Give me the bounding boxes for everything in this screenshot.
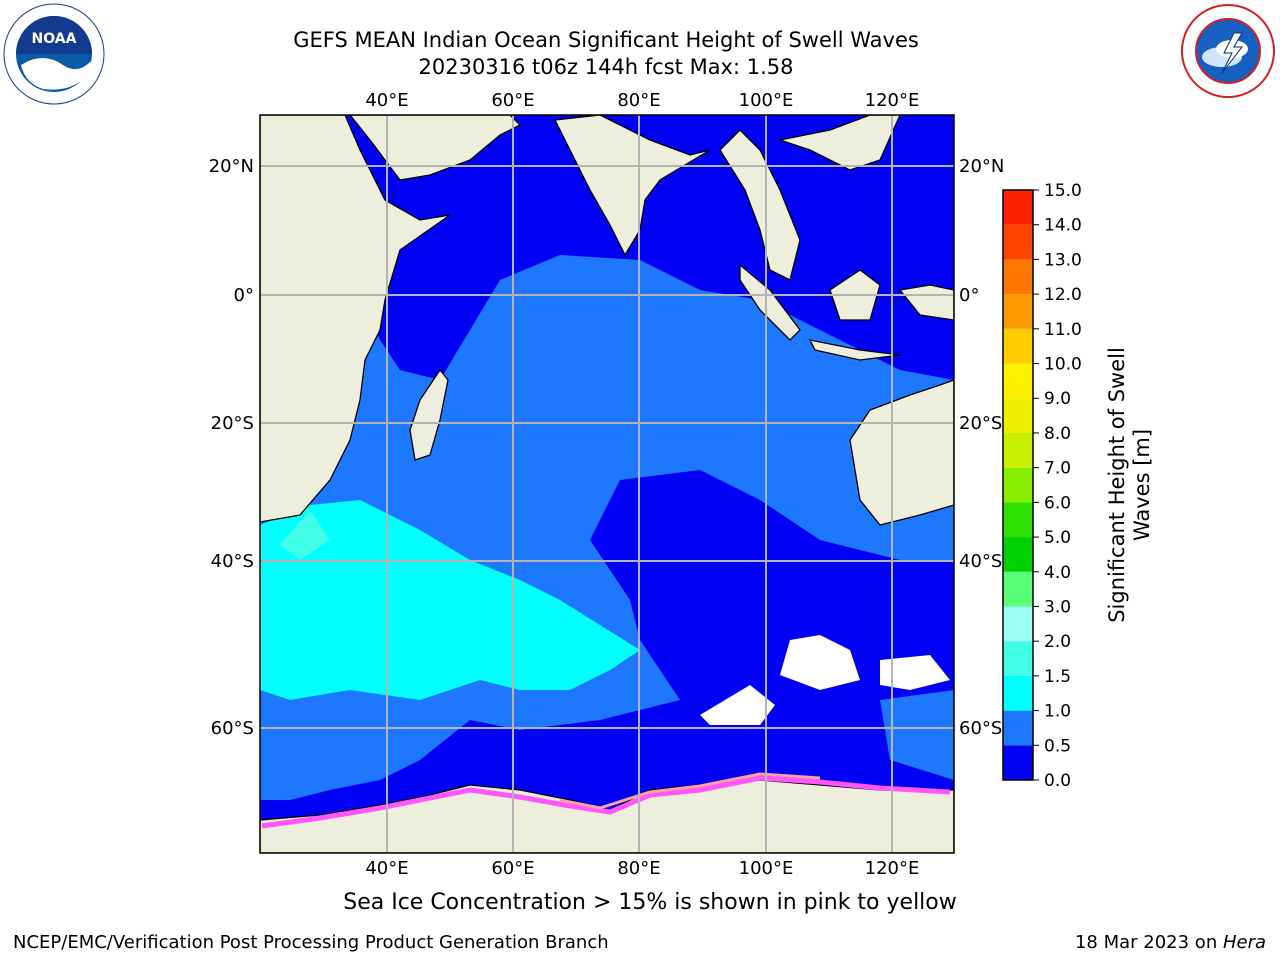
footer-host: Hera — [1222, 932, 1266, 953]
lon-tick-label-top: 100°E — [739, 90, 794, 111]
lon-tick-label-top: 120°E — [865, 90, 920, 111]
graticule — [260, 115, 954, 853]
colorbar-swatch — [1003, 432, 1033, 468]
footer-date-text: 18 Mar 2023 on — [1074, 932, 1223, 953]
lat-tick-label-right: 20°N — [959, 156, 1004, 177]
colorbar-swatch — [1003, 502, 1033, 538]
colorbar-tick-label: 2.0 — [1044, 632, 1071, 652]
colorbar-swatch — [1003, 571, 1033, 607]
colorbar-swatch — [1003, 467, 1033, 503]
colorbar-tick-label: 5.0 — [1044, 528, 1071, 548]
colorbar-tick-label: 0.5 — [1044, 736, 1071, 756]
low-swell-north — [260, 115, 954, 380]
footer-credit: NCEP/EMC/Verification Post Processing Pr… — [13, 932, 609, 953]
colorbar-tick-label: 1.5 — [1044, 667, 1071, 687]
colorbar-swatch — [1003, 675, 1033, 711]
colorbar-tick-label: 3.0 — [1044, 597, 1071, 617]
lon-tick-label-bottom: 60°E — [491, 858, 534, 879]
colorbar-swatch — [1003, 294, 1033, 329]
colorbar-swatch — [1003, 190, 1033, 225]
lat-tick-label-left: 20°N — [209, 156, 254, 177]
lat-tick-label-left: 40°S — [211, 551, 254, 572]
colorbar-tick-label: 12.0 — [1044, 285, 1082, 305]
nws-logo — [1181, 4, 1275, 98]
colorbar-swatch — [1003, 398, 1033, 433]
lon-tick-label-bottom: 100°E — [739, 858, 794, 879]
colorbar-swatch — [1003, 328, 1033, 364]
colorbar-swatch — [1003, 363, 1033, 399]
lat-tick-label-left: 60°S — [211, 718, 254, 739]
colorbar-swatch — [1003, 641, 1033, 676]
colorbar-swatch — [1003, 745, 1033, 780]
colorbar-swatch — [1003, 224, 1033, 260]
lat-tick-label-right: 0° — [959, 285, 979, 306]
chart-subtitle: 20230316 t06z 144h fcst Max: 1.58 — [418, 55, 794, 79]
lon-tick-label-top: 80°E — [617, 90, 660, 111]
low-swell-south — [260, 380, 954, 853]
colorbar-swatch — [1003, 537, 1033, 572]
colorbar-tick-label: 9.0 — [1044, 389, 1071, 409]
colorbar-tick-label: 7.0 — [1044, 459, 1071, 479]
colorbar-label: Significant Height of Swell Waves [m] — [1105, 347, 1155, 623]
lat-tick-label-right: 20°S — [959, 413, 1002, 434]
colorbar-tick-label: 8.0 — [1044, 424, 1071, 444]
sea-ice-edge — [261, 775, 951, 829]
lat-tick-label-left: 20°S — [211, 413, 254, 434]
lon-tick-label-bottom: 120°E — [865, 858, 920, 879]
colorbar-tick-label: 15.0 — [1044, 181, 1082, 201]
colorbar-tick-label: 0.0 — [1044, 771, 1071, 791]
colorbar-frame — [1002, 189, 1034, 781]
colorbar-label-line1: Significant Height of Swell — [1105, 347, 1129, 623]
colorbar-tick-label: 14.0 — [1044, 216, 1082, 236]
colorbar-tick-label: 11.0 — [1044, 320, 1082, 340]
colorbar-swatch — [1003, 259, 1033, 295]
lat-tick-label-right: 60°S — [959, 718, 1002, 739]
lat-tick-label-right: 40°S — [959, 551, 1002, 572]
chart-title: GEFS MEAN Indian Ocean Significant Heigh… — [293, 28, 919, 52]
colorbar-tick-label: 1.0 — [1044, 702, 1071, 722]
higher-swell-southwest — [260, 500, 640, 700]
lat-tick-label-left: 0° — [234, 285, 254, 306]
colorbar-swatch — [1003, 710, 1033, 746]
sea-ice-note: Sea Ice Concentration > 15% is shown in … — [343, 890, 957, 915]
footer-date: 18 Mar 2023 on Hera — [1075, 932, 1266, 953]
noaa-logo: NOAA — [3, 3, 105, 105]
lon-tick-label-bottom: 80°E — [617, 858, 660, 879]
lon-tick-label-bottom: 40°E — [365, 858, 408, 879]
lon-tick-label-top: 40°E — [365, 90, 408, 111]
colorbar-tick-label: 13.0 — [1044, 250, 1082, 270]
colorbar-tick-label: 10.0 — [1044, 355, 1082, 375]
map-field — [260, 115, 954, 853]
colorbar-tick-label: 4.0 — [1044, 563, 1071, 583]
colorbar-label-line2: Waves [m] — [1130, 428, 1154, 542]
lon-tick-label-top: 60°E — [491, 90, 534, 111]
colorbar-swatch — [1003, 606, 1033, 642]
map-frame — [259, 114, 955, 854]
colorbar-tick-label: 6.0 — [1044, 493, 1071, 513]
colorbar: 0.0 0.5 1.0 1.5 2.0 3.0 4.0 5.0 6.0 7.0 8.0 9.0 10.0… — [1002, 181, 1082, 791]
noaa-logo-text: NOAA — [32, 31, 77, 47]
